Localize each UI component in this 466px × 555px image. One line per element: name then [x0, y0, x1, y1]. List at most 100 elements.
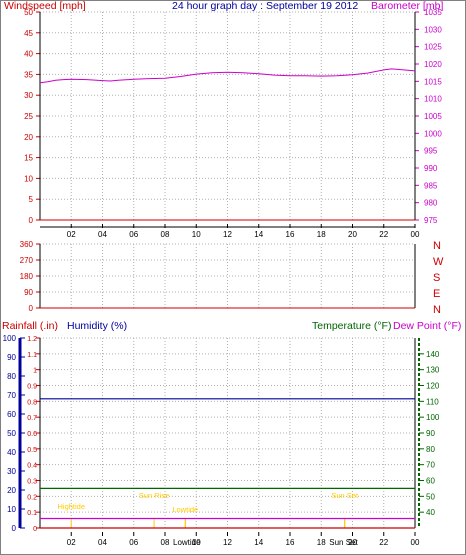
panel3-x-tick-label: 02 — [67, 538, 76, 547]
barometer-y-tick-label: 995 — [424, 147, 438, 156]
temperature-y-tick-label: 60 — [426, 477, 435, 486]
barometer-y-tick-label: 980 — [424, 199, 438, 208]
humidity-axis-title: Humidity (%) — [67, 320, 128, 332]
sunset-axis-label: Sun Set — [329, 538, 358, 547]
tide-sun-label: Sun Rise — [139, 491, 169, 500]
temperature-y-tick-label: 130 — [426, 366, 440, 375]
rainfall-y-tick-label: 1.1 — [27, 352, 37, 359]
temperature-axis-title: Temperature (°F) — [312, 320, 392, 332]
humidity-y-tick-label: 70 — [7, 391, 16, 400]
humidity-y-tick-label: 0 — [12, 524, 17, 533]
panel3-x-tick-label: 16 — [286, 538, 295, 547]
windspeed-y-tick-label: 30 — [24, 91, 33, 100]
windspeed-axis-title: Windspeed [mph] — [4, 0, 86, 12]
panel1-x-tick-label: 20 — [348, 230, 357, 239]
barometer-y-tick-label: 1025 — [424, 43, 442, 52]
windspeed-y-tick-label: 15 — [24, 154, 33, 163]
panel3-x-tick-label: 00 — [411, 538, 420, 547]
barometer-y-tick-label: 975 — [424, 216, 438, 225]
windspeed-y-tick-label: 40 — [24, 50, 33, 59]
temperature-y-tick-label: 50 — [426, 492, 435, 501]
panel1-x-tick-label: 14 — [254, 230, 263, 239]
barometer-y-tick-label: 1000 — [424, 129, 442, 138]
windspeed-y-tick-label: 0 — [29, 216, 34, 225]
barometer-y-tick-label: 1035 — [424, 8, 442, 17]
barometer-y-tick-label: 985 — [424, 181, 438, 190]
compass-point-label: W — [433, 256, 444, 268]
compass-point-label: S — [433, 272, 440, 284]
panel1-x-tick-label: 16 — [286, 230, 295, 239]
panel3-x-tick-label: 08 — [161, 538, 170, 547]
rainfall-y-tick-label: 1.2 — [27, 336, 37, 343]
windspeed-y-tick-label: 10 — [24, 174, 33, 183]
windspeed-y-tick-label: 45 — [24, 29, 33, 38]
rainfall-y-tick-label: 0.7 — [27, 415, 37, 422]
direction-y-tick-label: 360 — [20, 240, 34, 249]
humidity-y-tick-label: 100 — [3, 334, 17, 343]
humidity-y-tick-label: 30 — [7, 467, 16, 476]
panel3-x-tick-label: 20 — [348, 538, 357, 547]
barometer-y-tick-label: 1015 — [424, 77, 442, 86]
direction-y-tick-label: 0 — [29, 304, 34, 313]
panel1-x-tick-label: 02 — [67, 230, 76, 239]
windspeed-y-tick-label: 5 — [29, 195, 34, 204]
panel3-x-tick-label: 04 — [98, 538, 107, 547]
panel3-x-tick-label: 12 — [223, 538, 232, 547]
panel1-x-tick-label: 04 — [98, 230, 107, 239]
temperature-y-tick-label: 40 — [426, 508, 435, 517]
tide-sun-label: Sun Set — [331, 491, 359, 500]
temperature-y-tick-label: 120 — [426, 382, 440, 391]
panel1-x-tick-label: 10 — [192, 230, 201, 239]
chart-title: 24 hour graph day : September 19 2012 — [172, 0, 359, 12]
temperature-y-tick-label: 100 — [426, 413, 440, 422]
rainfall-y-tick-label: 0 — [33, 526, 37, 533]
humidity-y-tick-label: 80 — [7, 372, 16, 381]
barometer-y-tick-label: 990 — [424, 164, 438, 173]
tide-sun-label: Lowtide — [172, 505, 198, 514]
direction-y-tick-label: 90 — [24, 288, 33, 297]
humidity-y-tick-label: 50 — [7, 429, 16, 438]
barometer-axis-title: Barometer [mb] — [371, 0, 444, 12]
rainfall-axis-title: Rainfall (.in) — [2, 320, 59, 332]
panel3-x-tick-label: 14 — [254, 538, 263, 547]
lowtide-axis-label: Lowtide — [173, 538, 201, 547]
windspeed-y-tick-label: 25 — [24, 112, 33, 121]
windspeed-y-tick-label: 35 — [24, 70, 33, 79]
barometer-line — [39, 68, 416, 84]
rainfall-y-tick-label: 0.1 — [27, 510, 37, 517]
humidity-y-tick-label: 20 — [7, 486, 16, 495]
barometer-y-tick-label: 1030 — [424, 25, 442, 34]
panel1-x-tick-label: 08 — [161, 230, 170, 239]
rainfall-y-tick-label: 1 — [33, 368, 37, 375]
panel1-x-tick-label: 06 — [129, 230, 138, 239]
rainfall-y-tick-label: 0.5 — [27, 447, 37, 454]
panel1-x-tick-label: 18 — [317, 230, 326, 239]
panel1-x-tick-label: 22 — [379, 230, 388, 239]
barometer-y-tick-label: 1005 — [424, 112, 442, 121]
tide-sun-label: Hightide — [57, 502, 85, 511]
temperature-y-tick-label: 70 — [426, 461, 435, 470]
temperature-y-tick-label: 80 — [426, 445, 435, 454]
rainfall-y-tick-label: 0.6 — [27, 431, 37, 438]
barometer-y-tick-label: 1020 — [424, 60, 442, 69]
dewpoint-axis-title: Dew Point (°F) — [393, 320, 462, 332]
panel1-x-tick-label: 12 — [223, 230, 232, 239]
rainfall-y-tick-label: 0.2 — [27, 494, 37, 501]
humidity-y-tick-label: 40 — [7, 448, 16, 457]
temperature-y-tick-label: 140 — [426, 350, 440, 359]
direction-y-tick-label: 270 — [20, 256, 34, 265]
temperature-y-tick-label: 90 — [426, 429, 435, 438]
rainfall-y-tick-label: 0.4 — [27, 463, 37, 470]
windspeed-y-tick-label: 20 — [24, 133, 33, 142]
compass-point-label: N — [433, 240, 441, 252]
panel3-x-tick-label: 06 — [129, 538, 138, 547]
direction-y-tick-label: 180 — [20, 272, 34, 281]
panel3-x-tick-label: 18 — [317, 538, 326, 547]
temperature-y-tick-label: 110 — [426, 397, 439, 406]
panel3-x-tick-label: 10 — [192, 538, 201, 547]
humidity-y-tick-label: 90 — [7, 353, 16, 362]
humidity-y-tick-label: 10 — [7, 505, 16, 514]
rainfall-y-tick-label: 0.9 — [27, 384, 37, 391]
